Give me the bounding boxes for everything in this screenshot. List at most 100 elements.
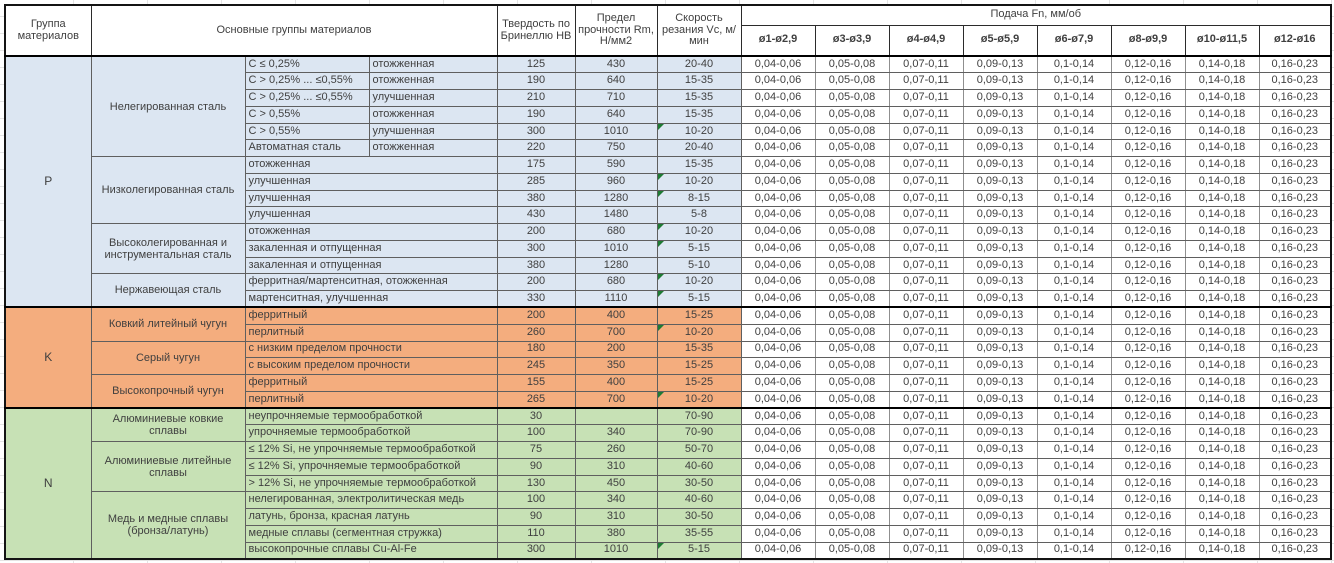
strength-cell: 640 xyxy=(574,105,658,124)
table-row: с высоким пределом прочности 245 350 15-25 0… xyxy=(5,357,1332,376)
feed-cell: 0,09-0,13 xyxy=(962,457,1038,476)
feed-cell: 0,05-0,08 xyxy=(814,306,890,325)
feed-cell: 0,14-0,18 xyxy=(1184,474,1260,493)
feed-cell: 0,05-0,08 xyxy=(814,72,890,91)
feed-cell: 0,12-0,16 xyxy=(1110,122,1186,141)
speed-cell: 70-90 xyxy=(656,407,742,426)
subgroup-name-cell: Алюминиевые литейные сплавы xyxy=(90,441,246,493)
feed-cell: 0,09-0,13 xyxy=(962,524,1038,543)
subgroup-name-cell: Серый чугун xyxy=(90,340,246,376)
feed-cell: 0,07-0,11 xyxy=(888,89,964,107)
table-row: улучшенная 380 1280 8-15 0,04-0,06 0,05-0,08 0… xyxy=(5,189,1332,208)
feed-cell: 0,16-0,23 xyxy=(1258,340,1332,359)
feed-cell: 0,12-0,16 xyxy=(1110,508,1186,526)
speed-cell: 10-20 xyxy=(656,172,742,191)
speed-cell: 40-60 xyxy=(656,491,742,510)
strength-cell: 450 xyxy=(574,474,658,493)
feed-cell: 0,1-0,14 xyxy=(1036,424,1112,443)
col-header-feed: Подача Fn, мм/об xyxy=(740,4,1332,26)
strength-cell: 700 xyxy=(574,323,658,342)
table-row: улучшенная 285 960 10-20 0,04-0,06 0,05-0,08 0… xyxy=(5,172,1332,191)
feed-cell: 0,16-0,23 xyxy=(1258,407,1332,426)
speed-cell: 5-15 xyxy=(656,541,742,560)
feed-cell: 0,1-0,14 xyxy=(1036,323,1112,342)
table-row: C > 0,55% улучшенная 300 1010 10-20 0,04-0,06… xyxy=(5,122,1332,141)
feed-cell: 0,07-0,11 xyxy=(888,172,964,191)
hardness-cell: 100 xyxy=(496,424,576,443)
feed-cell: 0,12-0,16 xyxy=(1110,206,1186,225)
subgroup-name-cell: Нержавеющая сталь xyxy=(90,273,246,308)
feed-cell: 0,12-0,16 xyxy=(1110,306,1186,325)
subgroup-name-cell: Высоколегированная и инструментальная ст… xyxy=(90,223,246,275)
hardness-cell: 245 xyxy=(496,357,576,376)
feed-cell: 0,14-0,18 xyxy=(1184,89,1260,107)
speed-cell: 15-35 xyxy=(656,340,742,359)
feed-cell: 0,12-0,16 xyxy=(1110,491,1186,510)
strength-cell: 400 xyxy=(574,306,658,325)
material-spec-cell: отожженная xyxy=(244,223,498,241)
material-spec-cell: перлитный xyxy=(244,390,498,409)
strength-cell: 1010 xyxy=(574,541,658,560)
material-spec-cell: с высоким пределом прочности xyxy=(244,357,498,376)
feed-cell: 0,09-0,13 xyxy=(962,105,1038,124)
feed-cell: 0,16-0,23 xyxy=(1258,290,1332,308)
table-row: закаленная и отпущенная 380 1280 5-10 0,04-0… xyxy=(5,256,1332,275)
speed-cell: 15-35 xyxy=(656,89,742,107)
table-row: перлитный 265 700 10-20 0,04-0,06 0,05-0,08 0,… xyxy=(5,390,1332,409)
table-row: C > 0,25% ... ≤0,55% улучшенная 210 710 15-3… xyxy=(5,89,1332,107)
feed-cell: 0,16-0,23 xyxy=(1258,256,1332,275)
speed-cell: 40-60 xyxy=(656,457,742,476)
hardness-cell: 75 xyxy=(496,441,576,459)
table-row: C > 0,25% ... ≤0,55% отожженная 190 640 15-3… xyxy=(5,72,1332,91)
material-spec-cell: C > 0,55% xyxy=(244,122,370,141)
feed-cell: 0,16-0,23 xyxy=(1258,72,1332,91)
table-row: K Ковкий литейный чугун ферритный 200 400 15-… xyxy=(4,306,1332,409)
table-row: N Алюминиевые ковкие сплавы неупрочняемые … xyxy=(4,407,1332,560)
feed-cell: 0,12-0,16 xyxy=(1110,323,1186,342)
feed-cell: 0,05-0,08 xyxy=(814,105,890,124)
speed-cell: 35-55 xyxy=(656,524,742,543)
feed-col-header-d4: ø5-ø5,9 xyxy=(962,24,1038,57)
material-spec-cell: закаленная и отпущенная xyxy=(244,239,498,258)
material-spec-cell: ферритная/мартенситная, отожженная xyxy=(244,273,498,292)
feed-cell: 0,05-0,08 xyxy=(814,357,890,376)
feed-cell: 0,07-0,11 xyxy=(888,223,964,241)
feed-cell: 0,16-0,23 xyxy=(1258,474,1332,493)
strength-cell: 310 xyxy=(574,457,658,476)
feed-cell: 0,16-0,23 xyxy=(1258,323,1332,342)
table-row: Высоколегированная и инструментальная ст… xyxy=(5,223,1332,275)
feed-cell: 0,14-0,18 xyxy=(1184,256,1260,275)
feed-cell: 0,14-0,18 xyxy=(1184,508,1260,526)
feed-cell: 0,1-0,14 xyxy=(1036,89,1112,107)
feed-cell: 0,14-0,18 xyxy=(1184,441,1260,459)
hardness-cell: 265 xyxy=(496,390,576,409)
speed-cell: 8-15 xyxy=(656,189,742,208)
strength-cell: 1480 xyxy=(574,206,658,225)
table-row: C > 0,55% отожженная 190 640 15-35 0,04-0,06 0… xyxy=(5,105,1332,124)
feed-cell: 0,16-0,23 xyxy=(1258,206,1332,225)
hardness-cell: 190 xyxy=(496,72,576,91)
subgroup-name-cell: Ковкий литейный чугун xyxy=(90,306,246,342)
material-spec-cell: медные сплавы (сегментная стружка) xyxy=(244,524,498,543)
feed-cell: 0,09-0,13 xyxy=(962,206,1038,225)
feed-cell: 0,14-0,18 xyxy=(1184,139,1260,158)
table-header: Группа материалов Основные группы матери… xyxy=(4,4,1332,57)
feed-cell: 0,14-0,18 xyxy=(1184,407,1260,426)
material-spec-cell: латунь, бронза, красная латунь xyxy=(244,508,498,526)
comment-indicator-icon xyxy=(658,124,664,130)
material-state-cell: улучшенная xyxy=(368,89,498,107)
feed-cell: 0,07-0,11 xyxy=(888,474,964,493)
feed-cell: 0,1-0,14 xyxy=(1036,223,1112,241)
feed-cell: 0,07-0,11 xyxy=(888,256,964,275)
feed-cell: 0,05-0,08 xyxy=(814,424,890,443)
group-code-cell: P xyxy=(4,54,92,308)
feed-cell: 0,09-0,13 xyxy=(962,256,1038,275)
feed-cell: 0,14-0,18 xyxy=(1184,457,1260,476)
feed-cell: 0,14-0,18 xyxy=(1184,323,1260,342)
feed-cell: 0,09-0,13 xyxy=(962,189,1038,208)
material-spec-cell: ≤ 12% Si, не упрочняемые термообработкой xyxy=(244,441,498,459)
feed-cell: 0,09-0,13 xyxy=(962,273,1038,292)
feed-cell: 0,05-0,08 xyxy=(814,340,890,359)
comment-indicator-icon xyxy=(658,191,664,197)
feed-cell: 0,07-0,11 xyxy=(888,524,964,543)
